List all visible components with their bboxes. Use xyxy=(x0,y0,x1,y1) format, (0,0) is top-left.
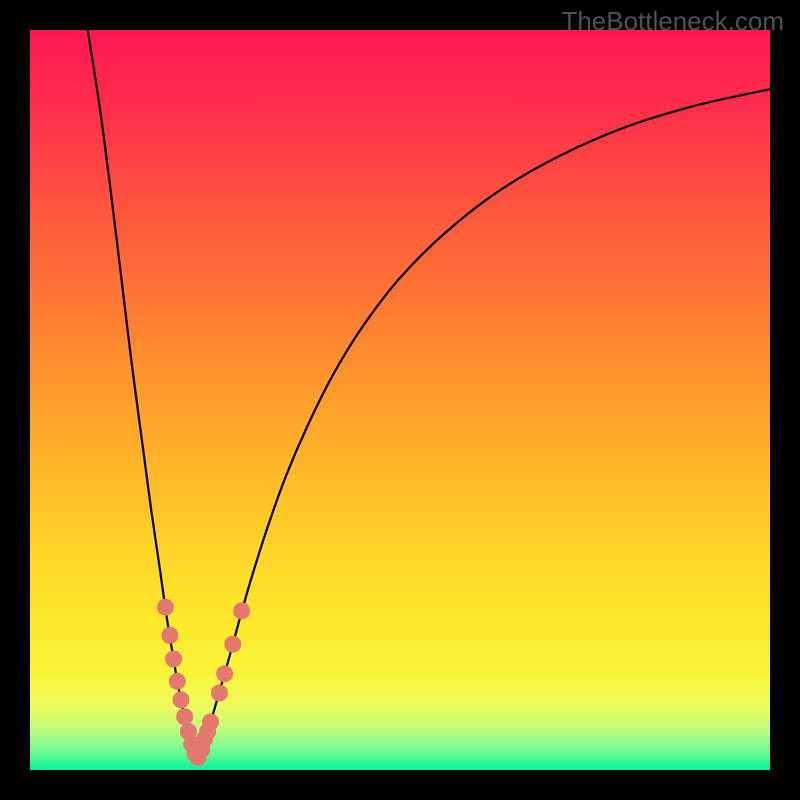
data-marker xyxy=(172,691,189,708)
data-marker xyxy=(157,599,174,616)
chart-container: TheBottleneck.com xyxy=(0,0,800,800)
data-marker xyxy=(176,708,193,725)
data-marker xyxy=(161,627,178,644)
data-marker xyxy=(165,651,182,668)
chart-background xyxy=(30,30,770,770)
data-marker xyxy=(216,665,233,682)
data-marker xyxy=(224,636,241,653)
data-marker xyxy=(233,602,250,619)
data-marker xyxy=(202,713,219,730)
data-marker xyxy=(169,673,186,690)
bottleneck-chart xyxy=(0,0,800,800)
watermark-text: TheBottleneck.com xyxy=(561,6,784,37)
data-marker xyxy=(211,685,228,702)
